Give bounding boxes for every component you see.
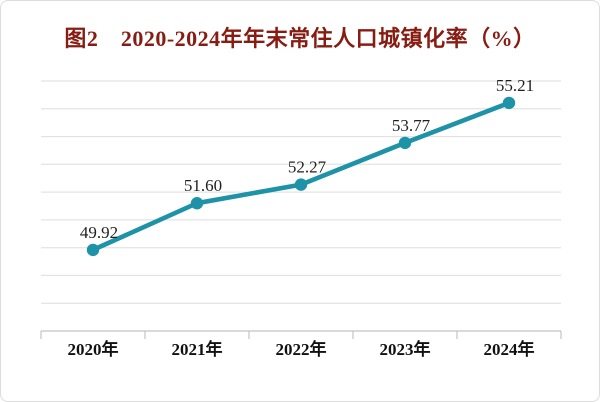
x-axis-label: 2022年 (276, 339, 327, 359)
data-point-label: 52.27 (288, 158, 327, 177)
x-axis-label: 2021年 (172, 339, 223, 359)
data-point-label: 55.21 (496, 76, 534, 95)
x-axis-label: 2024年 (484, 339, 535, 359)
data-point (190, 197, 204, 210)
data-point-label: 51.60 (184, 176, 222, 195)
data-point (86, 243, 100, 257)
data-point-label: 53.77 (392, 116, 431, 135)
data-point (398, 136, 412, 150)
data-point-label: 49.92 (80, 223, 118, 242)
chart-title: 图2 2020-2024年年末常住人口城镇化率（%） (64, 26, 536, 51)
x-axis-label: 2020年 (68, 339, 119, 359)
data-point (294, 178, 308, 191)
data-point (502, 96, 516, 110)
x-axis-label: 2023年 (380, 339, 431, 359)
